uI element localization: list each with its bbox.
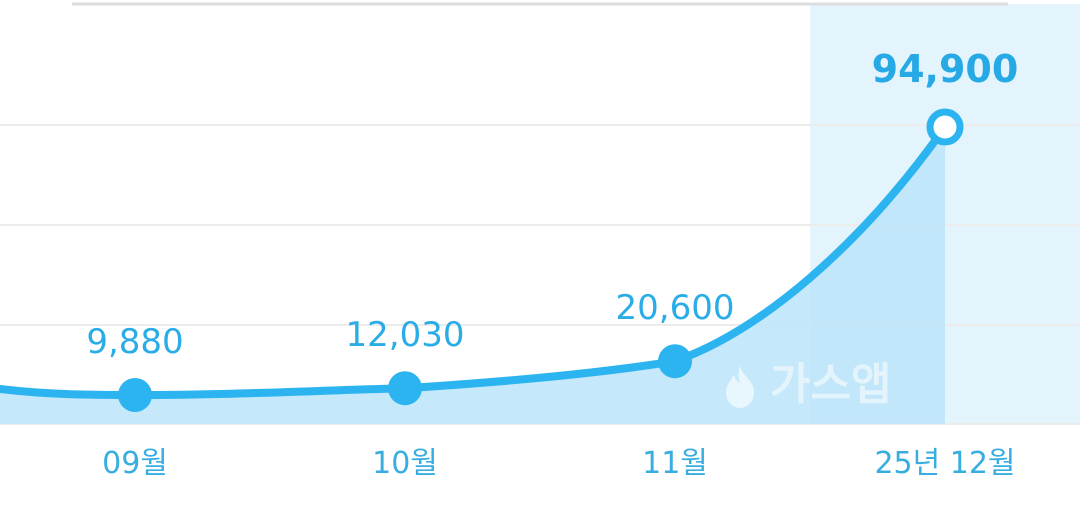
x-tick-label: 25년 12월: [874, 446, 1015, 481]
value-labels: 9,880 12,030 20,600 94,900: [86, 47, 1018, 362]
gridlines: [0, 2, 1080, 425]
watermark: 가스앱: [726, 359, 891, 410]
value-label: 20,600: [616, 288, 735, 328]
x-tick-label: 10월: [372, 446, 438, 481]
current-value-label: 94,900: [872, 47, 1019, 91]
data-point: [118, 378, 152, 412]
current-data-point: [926, 108, 964, 146]
x-tick-label: 11월: [642, 446, 708, 481]
data-point: [388, 371, 422, 406]
data-point: [658, 344, 692, 379]
flame-icon: [726, 366, 754, 408]
x-axis-tick-labels: 09월 10월 11월 25년 12월: [102, 446, 1015, 481]
value-label: 12,030: [346, 315, 465, 355]
x-tick-label: 09월: [102, 446, 168, 481]
watermark-text: 가스앱: [770, 359, 891, 410]
value-label: 9,880: [86, 322, 183, 362]
data-points: [118, 108, 964, 412]
